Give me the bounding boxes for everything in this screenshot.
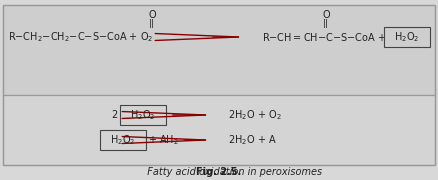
Text: 2H$_2$O + O$_2$: 2H$_2$O + O$_2$ [228, 108, 282, 122]
Text: O: O [322, 10, 330, 20]
Text: H$_2$O$_2$: H$_2$O$_2$ [394, 30, 420, 44]
Text: R$-$CH$_2$$-$CH$_2$$-$C$-$S$-$CoA + O$_2$: R$-$CH$_2$$-$CH$_2$$-$C$-$S$-$CoA + O$_2… [8, 30, 154, 44]
Text: 2: 2 [112, 110, 118, 120]
Text: H$_2$O$_2$: H$_2$O$_2$ [130, 108, 155, 122]
FancyBboxPatch shape [3, 95, 435, 165]
Text: Fatty acid oxidation in peroxisomes: Fatty acid oxidation in peroxisomes [116, 167, 322, 177]
Text: $+$ AH$_2$: $+$ AH$_2$ [148, 133, 179, 147]
Text: ||: || [323, 19, 329, 28]
Text: R$-$CH$=$CH$-$C$-$S$-$CoA +: R$-$CH$=$CH$-$C$-$S$-$CoA + [262, 31, 387, 43]
Text: H$_2$O$_2$: H$_2$O$_2$ [110, 133, 136, 147]
Text: 2H$_2$O + A: 2H$_2$O + A [228, 133, 277, 147]
Text: Fig. 2.5.: Fig. 2.5. [196, 167, 242, 177]
Text: O: O [148, 10, 156, 20]
Text: ||: || [149, 19, 155, 28]
FancyBboxPatch shape [3, 5, 435, 95]
